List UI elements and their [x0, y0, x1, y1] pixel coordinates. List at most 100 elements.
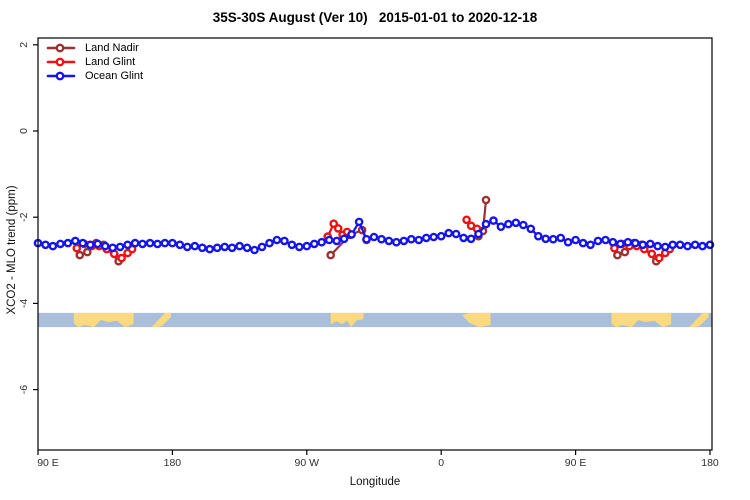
data-point-ocean-glint — [556, 233, 566, 243]
data-point-ocean-glint — [369, 232, 379, 242]
data-point-ocean-glint — [421, 233, 431, 243]
land-patch — [689, 312, 709, 328]
legend-marker-ocean-glint — [46, 71, 76, 81]
data-point-land-nadir — [83, 247, 92, 257]
data-point-ocean-glint — [205, 244, 214, 254]
data-point-ocean-glint — [646, 239, 655, 249]
land-patch — [73, 312, 134, 328]
data-point-ocean-glint — [242, 243, 252, 253]
x-tick-label: 180 — [701, 457, 719, 469]
data-point-ocean-glint — [190, 241, 200, 251]
data-point-ocean-glint — [631, 238, 640, 248]
data-point-ocean-glint — [414, 235, 424, 245]
data-point-land-nadir — [481, 195, 491, 205]
y-tick-label: -4 — [18, 299, 30, 308]
data-point-ocean-glint — [548, 234, 558, 244]
data-point-ocean-glint — [436, 231, 446, 241]
legend-item: Ocean Glint — [46, 69, 143, 83]
data-point-ocean-glint — [623, 237, 633, 247]
data-point-ocean-glint — [384, 236, 394, 246]
x-axis-label: Longitude — [349, 476, 401, 488]
data-point-ocean-glint — [668, 240, 678, 250]
data-point-ocean-glint — [347, 230, 356, 239]
data-point-ocean-glint — [123, 240, 132, 250]
y-tick-label: -6 — [18, 385, 30, 394]
data-point-ocean-glint — [675, 240, 685, 250]
data-point-ocean-glint — [511, 218, 521, 228]
data-point-ocean-glint — [466, 234, 476, 244]
y-tick-label: -2 — [18, 212, 30, 221]
data-point-ocean-glint — [653, 241, 663, 251]
legend-item: Land Nadir — [46, 41, 143, 55]
data-point-ocean-glint — [220, 242, 229, 252]
data-point-ocean-glint — [182, 242, 192, 252]
data-point-ocean-glint — [608, 237, 618, 247]
data-point-ocean-glint — [429, 232, 439, 242]
chart-title: 35S-30S August (Ver 10) 2015-01-01 to 20… — [212, 10, 538, 25]
data-point-ocean-glint — [451, 229, 461, 239]
data-point-ocean-glint — [78, 238, 88, 248]
data-point-ocean-glint — [175, 240, 185, 250]
data-point-ocean-glint — [309, 239, 319, 249]
data-point-ocean-glint — [459, 233, 468, 243]
data-point-ocean-glint — [362, 234, 371, 244]
data-point-land-glint — [72, 243, 82, 253]
data-point-ocean-glint — [690, 240, 700, 250]
data-point-ocean-glint — [317, 237, 327, 247]
data-point-ocean-glint — [93, 239, 102, 249]
x-tick-label: 180 — [164, 457, 182, 469]
data-point-land-glint — [647, 249, 657, 259]
data-point-ocean-glint — [578, 238, 588, 248]
data-point-ocean-glint — [168, 238, 177, 248]
data-point-ocean-glint — [392, 237, 401, 247]
data-point-ocean-glint — [444, 228, 454, 238]
data-point-ocean-glint — [138, 239, 147, 249]
data-point-ocean-glint — [489, 216, 498, 225]
legend-label: Land Nadir — [85, 42, 139, 54]
data-point-ocean-glint — [324, 235, 334, 245]
legend: Land Nadir Land Glint Ocean Glint — [46, 41, 143, 83]
legend-marker-land-nadir — [46, 43, 76, 53]
data-point-land-glint — [117, 253, 126, 263]
data-point-ocean-glint — [160, 238, 170, 248]
data-point-ocean-glint — [660, 242, 670, 252]
data-point-land-glint — [333, 224, 343, 233]
data-point-ocean-glint — [227, 243, 237, 253]
data-point-ocean-glint — [280, 236, 289, 246]
y-tick-label: 0 — [18, 128, 30, 134]
data-point-ocean-glint — [541, 234, 551, 244]
data-point-ocean-glint — [593, 236, 603, 246]
land-patch — [462, 312, 491, 328]
data-point-ocean-glint — [212, 243, 222, 253]
data-point-ocean-glint — [294, 242, 304, 252]
data-point-ocean-glint — [287, 240, 297, 250]
data-point-ocean-glint — [354, 217, 364, 227]
x-tick-label: 90 E — [37, 457, 59, 469]
plot-frame — [37, 37, 713, 451]
data-point-ocean-glint — [272, 235, 282, 245]
land-patch — [151, 312, 171, 328]
data-point-land-glint — [654, 253, 664, 263]
data-point-ocean-glint — [153, 239, 162, 249]
data-point-land-glint — [329, 219, 339, 228]
data-point-ocean-glint — [504, 219, 513, 229]
data-point-ocean-glint — [100, 241, 110, 251]
data-point-ocean-glint — [265, 238, 274, 248]
data-point-land-glint — [462, 215, 471, 225]
data-point-ocean-glint — [616, 239, 625, 249]
data-point-ocean-glint — [250, 245, 259, 255]
data-point-ocean-glint — [339, 234, 349, 244]
data-point-ocean-glint — [71, 236, 80, 246]
data-point-ocean-glint — [56, 239, 65, 249]
land-patch — [611, 312, 672, 328]
data-point-ocean-glint — [698, 241, 707, 251]
data-point-ocean-glint — [41, 240, 50, 250]
data-point-ocean-glint — [481, 219, 491, 229]
data-point-ocean-glint — [235, 241, 244, 251]
data-point-ocean-glint — [586, 240, 595, 250]
legend-item: Land Glint — [46, 55, 143, 69]
data-point-ocean-glint — [571, 235, 580, 245]
data-point-ocean-glint — [257, 242, 267, 252]
